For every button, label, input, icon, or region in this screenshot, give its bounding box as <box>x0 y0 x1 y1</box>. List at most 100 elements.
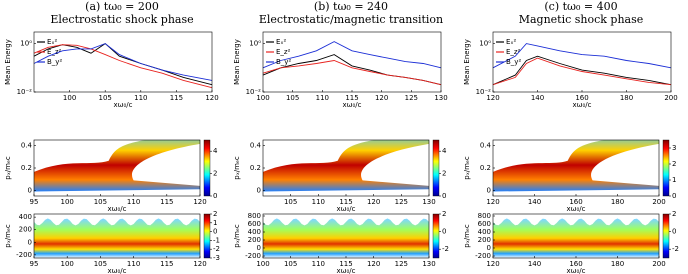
x-tick-label: 105 <box>286 94 299 102</box>
x-tick-label: 180 <box>611 260 624 268</box>
legend-label: Eₓ² <box>47 38 58 46</box>
x-tick-label: 125 <box>395 198 408 206</box>
y-tick-label: 0 <box>487 186 491 194</box>
colorbar <box>203 213 211 259</box>
legend-label: Eₓ² <box>276 38 287 46</box>
y-tick-label: 400 <box>478 228 491 236</box>
plot-frame <box>33 31 213 93</box>
heatmap-image <box>493 140 659 192</box>
x-axis-label: xω₀/c <box>107 267 126 274</box>
x-tick-label: 110 <box>312 198 325 206</box>
legend-label: E_z² <box>276 48 291 56</box>
colorbar <box>662 213 670 259</box>
colorbar-tick-label: -1 <box>213 236 220 244</box>
y-tick-label: 600 <box>478 220 491 228</box>
x-tick-label: 95 <box>30 260 39 268</box>
y-tick-label: 200 <box>478 236 491 244</box>
heatmap-image <box>263 140 429 192</box>
colorbar-tick-label: 0 <box>442 192 446 200</box>
colorbar <box>203 139 211 197</box>
y-axis-label: Mean Energy <box>4 39 12 85</box>
x-tick-label: 120 <box>375 94 388 102</box>
x-tick-label: 110 <box>127 198 140 206</box>
x-tick-label: 130 <box>434 94 447 102</box>
x-tick-label: 120 <box>486 260 499 268</box>
x-tick-label: 120 <box>193 260 206 268</box>
x-tick-label: 105 <box>94 260 107 268</box>
phase-blob <box>34 140 200 192</box>
x-tick-label: 105 <box>99 94 112 102</box>
x-axis-label: xω₀/c <box>336 267 355 274</box>
x-tick-label: 160 <box>569 198 582 206</box>
heatmap-image <box>34 140 200 192</box>
x-tick-label: 115 <box>160 198 173 206</box>
x-tick-label: 120 <box>367 198 380 206</box>
y-tick-label: 0.2 <box>250 164 261 172</box>
panel-title: (b) tω₀ = 240 <box>314 0 388 13</box>
y-tick-label: 200 <box>248 236 261 244</box>
x-tick-label: 140 <box>531 94 544 102</box>
x-tick-label: 120 <box>205 94 218 102</box>
x-axis-label: xω₀/c <box>107 205 126 213</box>
panel-subtitle: Electrostatic/magnetic transition <box>259 13 443 26</box>
y-tick-label: 10⁻² <box>17 88 33 96</box>
x-tick-label: 130 <box>422 198 435 206</box>
y-axis-label: pₓ/mₑc <box>463 224 471 248</box>
y-tick-label: 0 <box>257 244 261 252</box>
colorbar <box>432 213 440 259</box>
phase-blob <box>493 140 659 192</box>
field-wave <box>263 214 429 226</box>
x-tick-label: 125 <box>405 94 418 102</box>
legend-label: Eₓ² <box>506 38 517 46</box>
x-tick-label: 180 <box>620 94 633 102</box>
colorbar-tick-label: 4 <box>442 147 447 155</box>
colorbar-tick-label: -3 <box>213 254 220 262</box>
colorbar <box>432 139 440 197</box>
x-tick-label: 110 <box>316 94 329 102</box>
colorbar-tick-label: 2 <box>672 210 676 218</box>
x-tick-label: 140 <box>528 260 541 268</box>
data-line <box>492 55 672 86</box>
y-axis-label: Mean Energy <box>463 39 471 85</box>
data-line <box>33 44 213 89</box>
data-line <box>262 60 442 86</box>
data-line <box>492 57 672 86</box>
heatmap-image <box>493 214 659 258</box>
y-axis-label: pₓ/mₑc <box>463 156 471 180</box>
y-tick-label: 0.4 <box>250 142 262 150</box>
x-tick-label: 120 <box>367 260 380 268</box>
y-tick-label: 10⁻² <box>476 88 492 96</box>
x-tick-label: 120 <box>486 198 499 206</box>
colorbar-tick-label: 0 <box>672 228 676 236</box>
colorbar-tick-label: 1 <box>672 176 676 184</box>
legend-label: E_z² <box>506 48 521 56</box>
colorbar-tick-label: 1 <box>213 219 217 227</box>
colorbar-tick-label: 2 <box>442 210 446 218</box>
legend-label: B_y² <box>47 58 62 66</box>
y-tick-label: 0.2 <box>21 164 32 172</box>
y-tick-label: 400 <box>248 228 261 236</box>
x-tick-label: 200 <box>652 260 665 268</box>
y-tick-label: 0 <box>257 186 261 194</box>
x-tick-label: 115 <box>339 198 352 206</box>
y-tick-label: 10⁻² <box>246 88 262 96</box>
y-tick-label: 0 <box>28 238 32 246</box>
heatmap-fill <box>493 214 659 258</box>
colorbar-tick-label: 0 <box>672 192 676 200</box>
panel-subtitle: Electrostatic shock phase <box>50 13 193 26</box>
x-tick-label: 105 <box>284 260 297 268</box>
heatmap-fill <box>34 140 200 192</box>
colorbar-tick-label: 2 <box>442 170 446 178</box>
colorbar-tick-label: 2 <box>672 160 676 168</box>
y-tick-label: -200 <box>245 252 261 260</box>
y-tick-label: 600 <box>248 220 261 228</box>
y-tick-label: 0.2 <box>480 164 491 172</box>
legend-label: B_y² <box>276 58 291 66</box>
heatmap-fill <box>34 214 200 258</box>
colorbar-tick-label: 0 <box>213 228 217 236</box>
panel-subtitle: Magnetic shock phase <box>519 13 644 26</box>
x-tick-label: 200 <box>652 198 665 206</box>
y-axis-label: pₓ/mₑc <box>233 156 241 180</box>
y-tick-label: -200 <box>16 251 32 259</box>
